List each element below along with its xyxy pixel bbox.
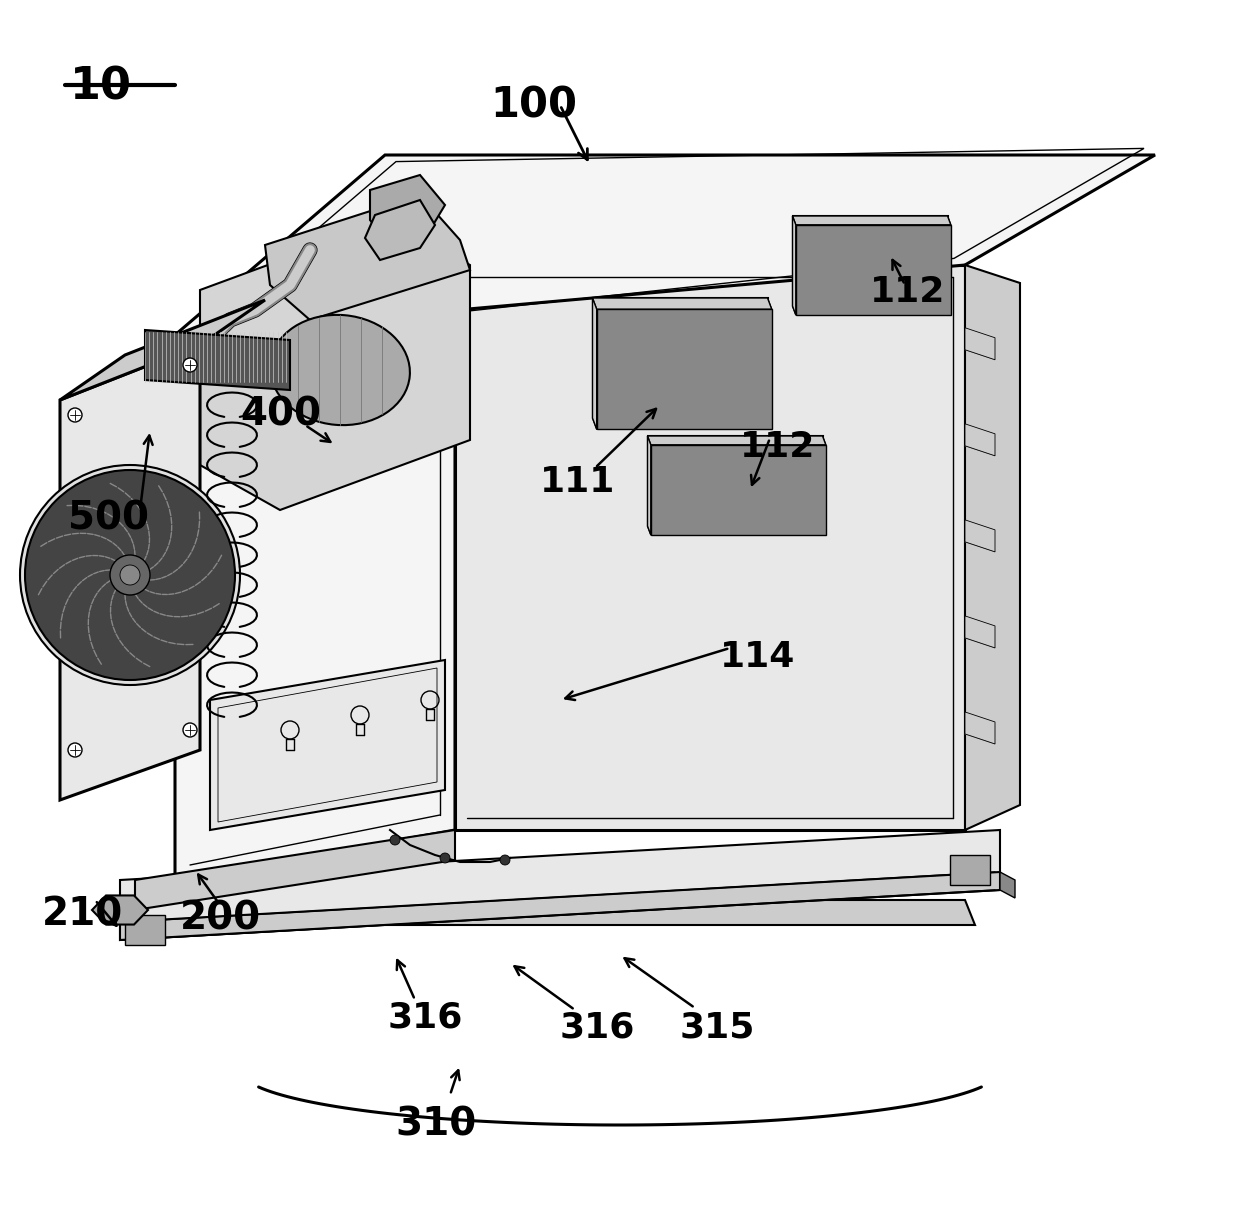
Polygon shape xyxy=(965,712,994,744)
Polygon shape xyxy=(647,436,651,534)
Polygon shape xyxy=(145,330,290,391)
Ellipse shape xyxy=(184,723,197,737)
Text: 10: 10 xyxy=(69,65,131,108)
Polygon shape xyxy=(999,872,1016,898)
Polygon shape xyxy=(596,310,771,429)
Polygon shape xyxy=(965,424,994,456)
Text: 400: 400 xyxy=(241,395,321,433)
Polygon shape xyxy=(792,216,947,306)
Polygon shape xyxy=(125,915,165,945)
Polygon shape xyxy=(175,155,1154,335)
Polygon shape xyxy=(210,660,445,831)
Polygon shape xyxy=(822,436,826,534)
Ellipse shape xyxy=(110,555,150,595)
Polygon shape xyxy=(135,831,455,910)
Polygon shape xyxy=(593,418,771,429)
Polygon shape xyxy=(651,445,826,534)
Polygon shape xyxy=(120,831,999,941)
Ellipse shape xyxy=(391,835,401,845)
Polygon shape xyxy=(593,297,596,429)
Ellipse shape xyxy=(120,565,140,585)
Ellipse shape xyxy=(500,855,510,864)
Polygon shape xyxy=(950,855,990,885)
Text: 112: 112 xyxy=(870,274,945,310)
Text: 316: 316 xyxy=(560,1010,635,1045)
Polygon shape xyxy=(965,265,1021,831)
Ellipse shape xyxy=(270,314,410,426)
Polygon shape xyxy=(455,265,965,831)
Polygon shape xyxy=(593,297,768,418)
Ellipse shape xyxy=(68,407,82,422)
Polygon shape xyxy=(647,436,822,526)
Text: 210: 210 xyxy=(42,895,123,933)
Polygon shape xyxy=(130,899,975,925)
Ellipse shape xyxy=(184,358,197,372)
Polygon shape xyxy=(60,300,265,400)
Polygon shape xyxy=(647,436,826,445)
Polygon shape xyxy=(647,526,826,534)
Polygon shape xyxy=(200,220,470,510)
Polygon shape xyxy=(796,225,951,314)
Ellipse shape xyxy=(20,465,241,686)
Polygon shape xyxy=(792,216,796,314)
Text: 310: 310 xyxy=(396,1105,476,1143)
Polygon shape xyxy=(365,199,435,260)
Ellipse shape xyxy=(25,470,236,679)
Polygon shape xyxy=(965,520,994,551)
Polygon shape xyxy=(965,328,994,360)
Polygon shape xyxy=(947,216,951,314)
Polygon shape xyxy=(60,345,200,800)
Text: 500: 500 xyxy=(68,501,149,538)
Text: 200: 200 xyxy=(180,899,262,938)
Polygon shape xyxy=(792,306,951,314)
Polygon shape xyxy=(965,615,994,648)
Text: 111: 111 xyxy=(539,465,615,499)
Polygon shape xyxy=(92,896,148,925)
Polygon shape xyxy=(768,297,771,429)
Ellipse shape xyxy=(440,854,450,863)
Text: 315: 315 xyxy=(680,1010,755,1045)
Polygon shape xyxy=(120,872,999,941)
Ellipse shape xyxy=(68,744,82,757)
Polygon shape xyxy=(265,195,470,320)
Text: 316: 316 xyxy=(388,1000,464,1034)
Text: 100: 100 xyxy=(490,85,577,127)
Polygon shape xyxy=(175,265,455,880)
Polygon shape xyxy=(792,216,951,225)
Polygon shape xyxy=(593,297,771,310)
Text: 114: 114 xyxy=(720,640,795,673)
Polygon shape xyxy=(370,175,445,245)
Text: 112: 112 xyxy=(740,430,816,464)
